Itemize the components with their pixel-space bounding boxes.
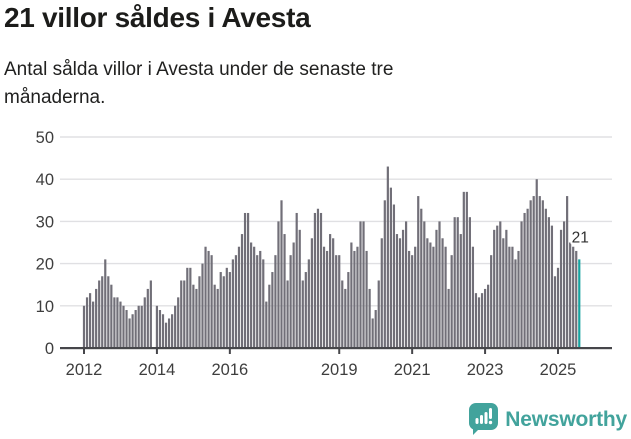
y-axis-tick-label: 10 xyxy=(36,298,54,316)
newsworthy-logo-icon xyxy=(469,403,499,435)
x-axis-tick-label: 2012 xyxy=(66,361,103,379)
chart-subtitle-line-2: månaderna. xyxy=(4,87,106,108)
chart-title: 21 villor såldes i Avesta xyxy=(4,2,311,33)
y-axis-tick-label: 20 xyxy=(36,256,54,274)
y-axis-tick-label: 40 xyxy=(36,171,54,189)
x-axis-tick-label: 2019 xyxy=(321,361,358,379)
y-axis-tick-label: 30 xyxy=(36,213,54,231)
y-axis-tick-label: 50 xyxy=(36,129,54,147)
brand-name: Newsworthy xyxy=(505,407,627,431)
y-axis-tick-label: 0 xyxy=(45,340,54,358)
x-axis-tick-label: 2025 xyxy=(540,361,577,379)
x-axis-tick-label: 2021 xyxy=(394,361,431,379)
chart-subtitle-line-1: Antal sålda villor i Avesta under de sen… xyxy=(4,59,394,80)
x-axis-tick-label: 2014 xyxy=(139,361,176,379)
x-axis-tick-label: 2023 xyxy=(467,361,504,379)
last-value-annotation: 21 xyxy=(572,229,589,246)
chart-subtitle: Antal sålda villor i Avesta under de sen… xyxy=(4,56,393,112)
x-axis-tick-label: 2016 xyxy=(211,361,248,379)
brand-link[interactable]: Newsworthy xyxy=(469,403,627,436)
